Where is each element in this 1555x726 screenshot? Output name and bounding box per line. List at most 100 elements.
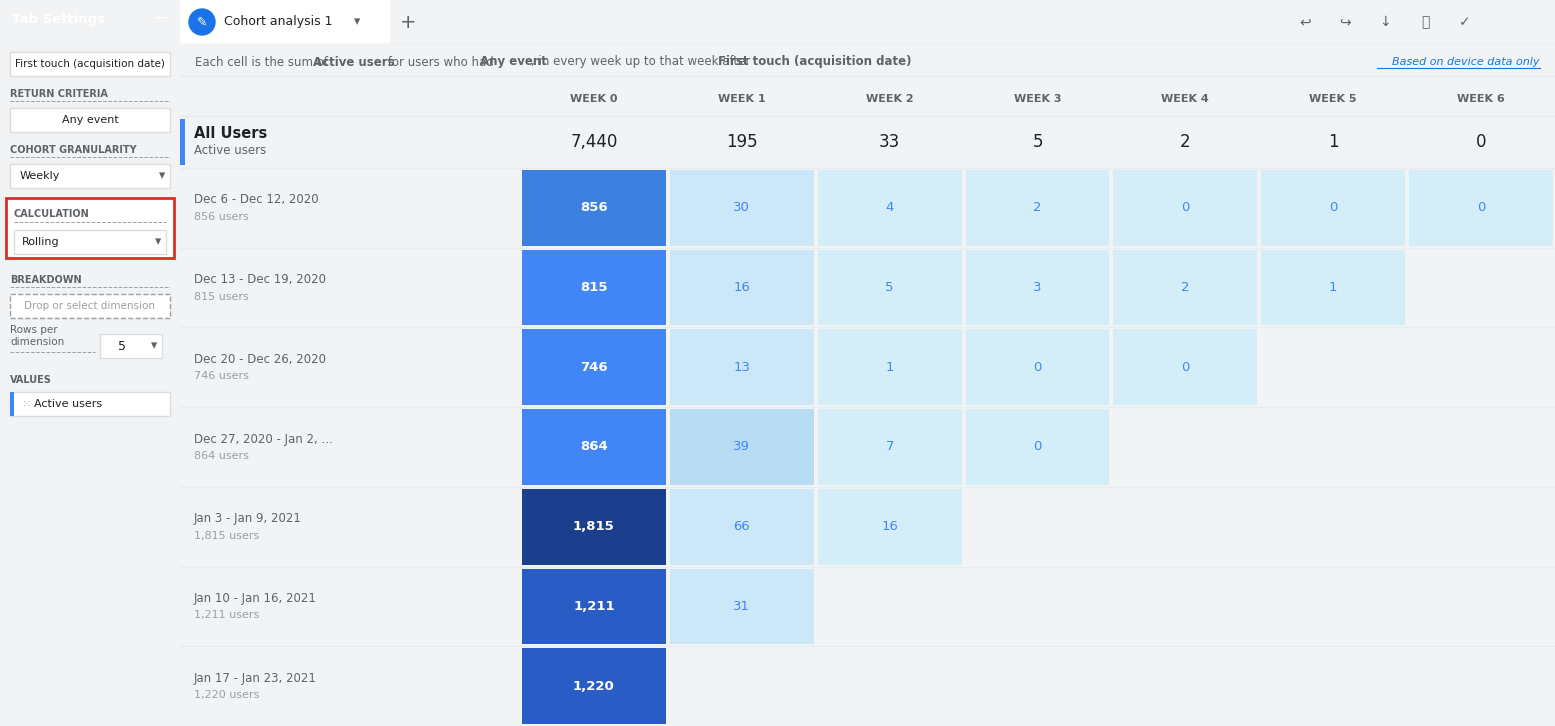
Text: ▾: ▾ bbox=[156, 235, 162, 248]
Bar bbox=[1261, 250, 1406, 325]
Text: 864: 864 bbox=[580, 441, 608, 454]
Text: ▾: ▾ bbox=[355, 15, 361, 28]
Text: 1,220 users: 1,220 users bbox=[194, 690, 260, 700]
Text: for users who had: for users who had bbox=[384, 55, 498, 68]
Text: Rolling: Rolling bbox=[22, 237, 59, 247]
Text: 0: 0 bbox=[1034, 441, 1042, 454]
Bar bbox=[6, 198, 174, 258]
Text: Based on device data only: Based on device data only bbox=[1392, 57, 1539, 67]
Bar bbox=[9, 392, 14, 416]
Bar bbox=[966, 170, 1109, 245]
Text: WEEK 4: WEEK 4 bbox=[1162, 94, 1210, 104]
Text: 1: 1 bbox=[1330, 281, 1337, 294]
Bar bbox=[522, 489, 666, 565]
Text: , in every week up to that week after: , in every week up to that week after bbox=[530, 55, 754, 68]
Bar bbox=[670, 250, 813, 325]
Text: ↪: ↪ bbox=[1339, 15, 1351, 29]
Bar bbox=[818, 489, 961, 565]
Text: Dec 13 - Dec 19, 2020: Dec 13 - Dec 19, 2020 bbox=[194, 273, 327, 286]
Text: 195: 195 bbox=[726, 133, 757, 151]
Text: 2: 2 bbox=[1033, 201, 1042, 214]
Text: dimension: dimension bbox=[9, 337, 64, 347]
Text: 856: 856 bbox=[580, 201, 608, 214]
Text: 856 users: 856 users bbox=[194, 212, 249, 222]
Text: 3: 3 bbox=[1033, 281, 1042, 294]
Text: 815 users: 815 users bbox=[194, 292, 249, 301]
Bar bbox=[180, 119, 185, 165]
Text: Drop or select dimension: Drop or select dimension bbox=[25, 301, 156, 311]
Bar bbox=[818, 330, 961, 405]
Text: 0: 0 bbox=[1476, 133, 1487, 151]
Bar bbox=[522, 409, 666, 485]
Text: 0: 0 bbox=[1182, 201, 1190, 214]
Text: Dec 27, 2020 - Jan 2, ...: Dec 27, 2020 - Jan 2, ... bbox=[194, 433, 333, 446]
Bar bbox=[1261, 170, 1406, 245]
Text: 33: 33 bbox=[879, 133, 900, 151]
Text: First touch (acquisition date): First touch (acquisition date) bbox=[16, 59, 165, 69]
Bar bbox=[966, 330, 1109, 405]
Text: 1,211: 1,211 bbox=[574, 600, 614, 613]
Text: 746: 746 bbox=[580, 361, 608, 374]
Text: WEEK 6: WEEK 6 bbox=[1457, 94, 1505, 104]
Text: 16: 16 bbox=[882, 521, 899, 533]
Text: Any event: Any event bbox=[480, 55, 547, 68]
Bar bbox=[1113, 170, 1258, 245]
Text: All Users: All Users bbox=[194, 126, 267, 141]
Bar bbox=[1409, 170, 1553, 245]
Bar bbox=[9, 164, 169, 188]
Text: Active users: Active users bbox=[194, 144, 266, 158]
Bar bbox=[522, 170, 666, 245]
Text: 0: 0 bbox=[1034, 361, 1042, 374]
Bar bbox=[522, 250, 666, 325]
Text: ⁙: ⁙ bbox=[22, 399, 31, 409]
Text: ▾: ▾ bbox=[151, 340, 157, 353]
Bar bbox=[9, 52, 169, 76]
Text: WEEK 2: WEEK 2 bbox=[866, 94, 913, 104]
Bar bbox=[670, 409, 813, 485]
Text: Dec 20 - Dec 26, 2020: Dec 20 - Dec 26, 2020 bbox=[194, 353, 327, 366]
Text: WEEK 0: WEEK 0 bbox=[571, 94, 617, 104]
Text: 1: 1 bbox=[1328, 133, 1339, 151]
Text: Jan 3 - Jan 9, 2021: Jan 3 - Jan 9, 2021 bbox=[194, 513, 302, 525]
Text: ▾: ▾ bbox=[159, 169, 165, 182]
Text: 16: 16 bbox=[734, 281, 750, 294]
Bar bbox=[670, 330, 813, 405]
Bar bbox=[522, 648, 666, 724]
Text: Any event: Any event bbox=[62, 115, 118, 125]
Text: 5: 5 bbox=[118, 340, 126, 353]
Text: 31: 31 bbox=[734, 600, 750, 613]
Bar bbox=[9, 108, 169, 132]
Bar bbox=[966, 250, 1109, 325]
Text: CALCULATION: CALCULATION bbox=[14, 209, 90, 219]
Bar bbox=[100, 334, 162, 358]
Bar bbox=[9, 392, 169, 416]
Text: ↩: ↩ bbox=[1298, 15, 1311, 29]
Text: 1,815: 1,815 bbox=[574, 521, 614, 533]
Bar bbox=[180, 0, 390, 44]
Text: 2: 2 bbox=[1180, 133, 1191, 151]
Bar bbox=[818, 250, 961, 325]
Bar bbox=[1113, 250, 1258, 325]
Bar bbox=[670, 489, 813, 565]
Text: WEEK 3: WEEK 3 bbox=[1014, 94, 1061, 104]
Text: Weekly: Weekly bbox=[20, 171, 61, 181]
Text: 👥: 👥 bbox=[1421, 15, 1429, 29]
Bar bbox=[966, 409, 1109, 485]
Bar bbox=[1113, 330, 1258, 405]
Bar bbox=[818, 409, 961, 485]
Text: First touch (acquisition date): First touch (acquisition date) bbox=[718, 55, 911, 68]
Text: 5: 5 bbox=[885, 281, 894, 294]
Text: 1,220: 1,220 bbox=[574, 680, 614, 693]
Text: 1,815 users: 1,815 users bbox=[194, 531, 260, 541]
Circle shape bbox=[190, 9, 215, 35]
Text: WEEK 1: WEEK 1 bbox=[718, 94, 765, 104]
Text: WEEK 5: WEEK 5 bbox=[1309, 94, 1358, 104]
Text: Active users: Active users bbox=[313, 55, 395, 68]
Text: Rows per: Rows per bbox=[9, 325, 58, 335]
Text: 0: 0 bbox=[1477, 201, 1485, 214]
Text: VALUES: VALUES bbox=[9, 375, 51, 385]
Text: 7: 7 bbox=[885, 441, 894, 454]
Text: +: + bbox=[400, 12, 417, 31]
Text: 4: 4 bbox=[885, 201, 894, 214]
Text: COHORT GRANULARITY: COHORT GRANULARITY bbox=[9, 145, 137, 155]
